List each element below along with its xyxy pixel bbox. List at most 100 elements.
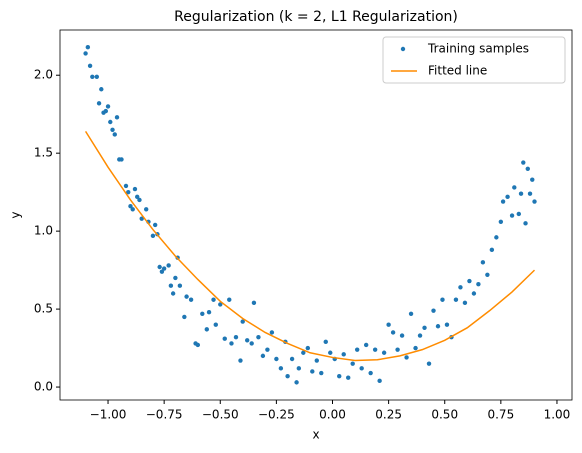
x-tick-label: −0.75 xyxy=(146,408,183,422)
y-axis-label: y xyxy=(9,211,23,218)
scatter-point xyxy=(494,235,499,240)
scatter-point xyxy=(150,233,156,239)
scatter-point xyxy=(114,115,120,120)
scatter-point xyxy=(152,222,158,228)
scatter-point xyxy=(377,378,382,384)
scatter-point xyxy=(222,336,227,341)
scatter-point xyxy=(245,338,250,343)
scatter-point xyxy=(204,327,209,332)
scatter-point xyxy=(527,191,533,196)
scatter-point xyxy=(182,314,187,320)
x-tick-label: 0.50 xyxy=(431,408,458,422)
scatter-point xyxy=(173,275,178,281)
scatter-point xyxy=(390,330,396,335)
scatter-point xyxy=(96,101,102,106)
scatter-point xyxy=(132,186,138,192)
scatter-point xyxy=(159,269,165,274)
scatter-point xyxy=(314,358,319,363)
scatter-point xyxy=(143,207,149,212)
scatter-point xyxy=(350,361,355,366)
scatter-point xyxy=(168,283,174,288)
scatter-point xyxy=(440,297,445,302)
scatter-point xyxy=(94,74,100,79)
scatter-point xyxy=(346,375,351,380)
scatter-point xyxy=(386,322,391,327)
scatter-point xyxy=(128,203,133,209)
scatter-point xyxy=(135,194,140,200)
scatter-point xyxy=(233,334,239,340)
scatter-point xyxy=(227,297,232,302)
scatter-point xyxy=(341,352,346,357)
legend-label: Training samples xyxy=(427,42,529,56)
scatter-point xyxy=(83,51,88,56)
scatter-point xyxy=(532,199,537,204)
scatter-point xyxy=(476,281,481,287)
scatter-point xyxy=(525,166,530,171)
scatter-point xyxy=(417,333,423,338)
scatter-point xyxy=(157,264,162,270)
chart-title: Regularization (k = 2, L1 Regularization… xyxy=(174,9,458,25)
x-tick-label: 1.00 xyxy=(544,408,571,422)
scatter-point xyxy=(285,373,290,379)
scatter-point xyxy=(90,74,95,79)
scatter-point xyxy=(480,260,486,265)
scatter-point xyxy=(218,302,223,307)
scatter-point xyxy=(462,300,468,306)
scatter-point xyxy=(195,342,201,348)
scatter-point xyxy=(354,347,360,352)
scatter-point xyxy=(166,263,171,268)
y-tick-label: 0.0 xyxy=(34,380,53,394)
y-tick-label: 1.0 xyxy=(34,224,53,238)
x-tick-label: −0.25 xyxy=(258,408,295,422)
scatter-point xyxy=(110,127,115,132)
scatter-point xyxy=(177,283,183,288)
scatter-point xyxy=(137,197,142,203)
scatter-point xyxy=(359,366,364,371)
scatter-point xyxy=(229,341,234,346)
scatter-point xyxy=(238,358,243,363)
scatter-point xyxy=(310,369,315,374)
x-tick-label: 0.00 xyxy=(319,408,346,422)
scatter-point xyxy=(404,355,409,360)
scatter-point xyxy=(319,370,324,376)
scatter-point xyxy=(274,356,279,362)
scatter-point xyxy=(294,380,299,385)
scatter-point xyxy=(521,160,526,165)
scatter-point xyxy=(489,247,495,253)
scatter-point xyxy=(126,189,131,195)
fitted-line xyxy=(84,130,536,362)
scatter-point xyxy=(471,291,477,296)
scatter-point xyxy=(485,272,490,277)
scatter-point xyxy=(251,300,257,306)
scatter-point xyxy=(260,353,266,359)
scatter-point xyxy=(170,291,176,296)
scatter-point xyxy=(184,294,189,299)
scatter-point xyxy=(399,333,405,338)
scatter-point xyxy=(453,297,459,302)
scatter-point xyxy=(108,119,113,125)
legend-label: Fitted line xyxy=(428,64,487,78)
scatter-point xyxy=(426,361,432,366)
scatter-point xyxy=(530,177,535,182)
scatter-point xyxy=(431,308,436,313)
x-tick-label: −1.00 xyxy=(90,408,127,422)
scatter-point xyxy=(323,339,328,345)
scatter-point xyxy=(381,350,387,355)
scatter-point xyxy=(505,194,510,200)
scatter-point xyxy=(256,334,261,340)
legend-box xyxy=(382,36,566,84)
scatter-point xyxy=(161,266,167,271)
scatter-point xyxy=(119,157,124,162)
scatter-point xyxy=(368,370,373,376)
scatter-point xyxy=(188,297,194,302)
scatter-point xyxy=(87,63,93,69)
scatter-point xyxy=(139,216,144,221)
scatter-point xyxy=(518,191,524,196)
x-axis-label: x xyxy=(312,428,319,442)
scatter-point xyxy=(206,310,212,315)
scatter-point xyxy=(458,285,463,290)
scatter-point xyxy=(305,345,311,351)
scatter-point xyxy=(523,221,528,226)
scatter-point xyxy=(363,342,369,348)
y-tick-label: 1.5 xyxy=(34,146,53,160)
